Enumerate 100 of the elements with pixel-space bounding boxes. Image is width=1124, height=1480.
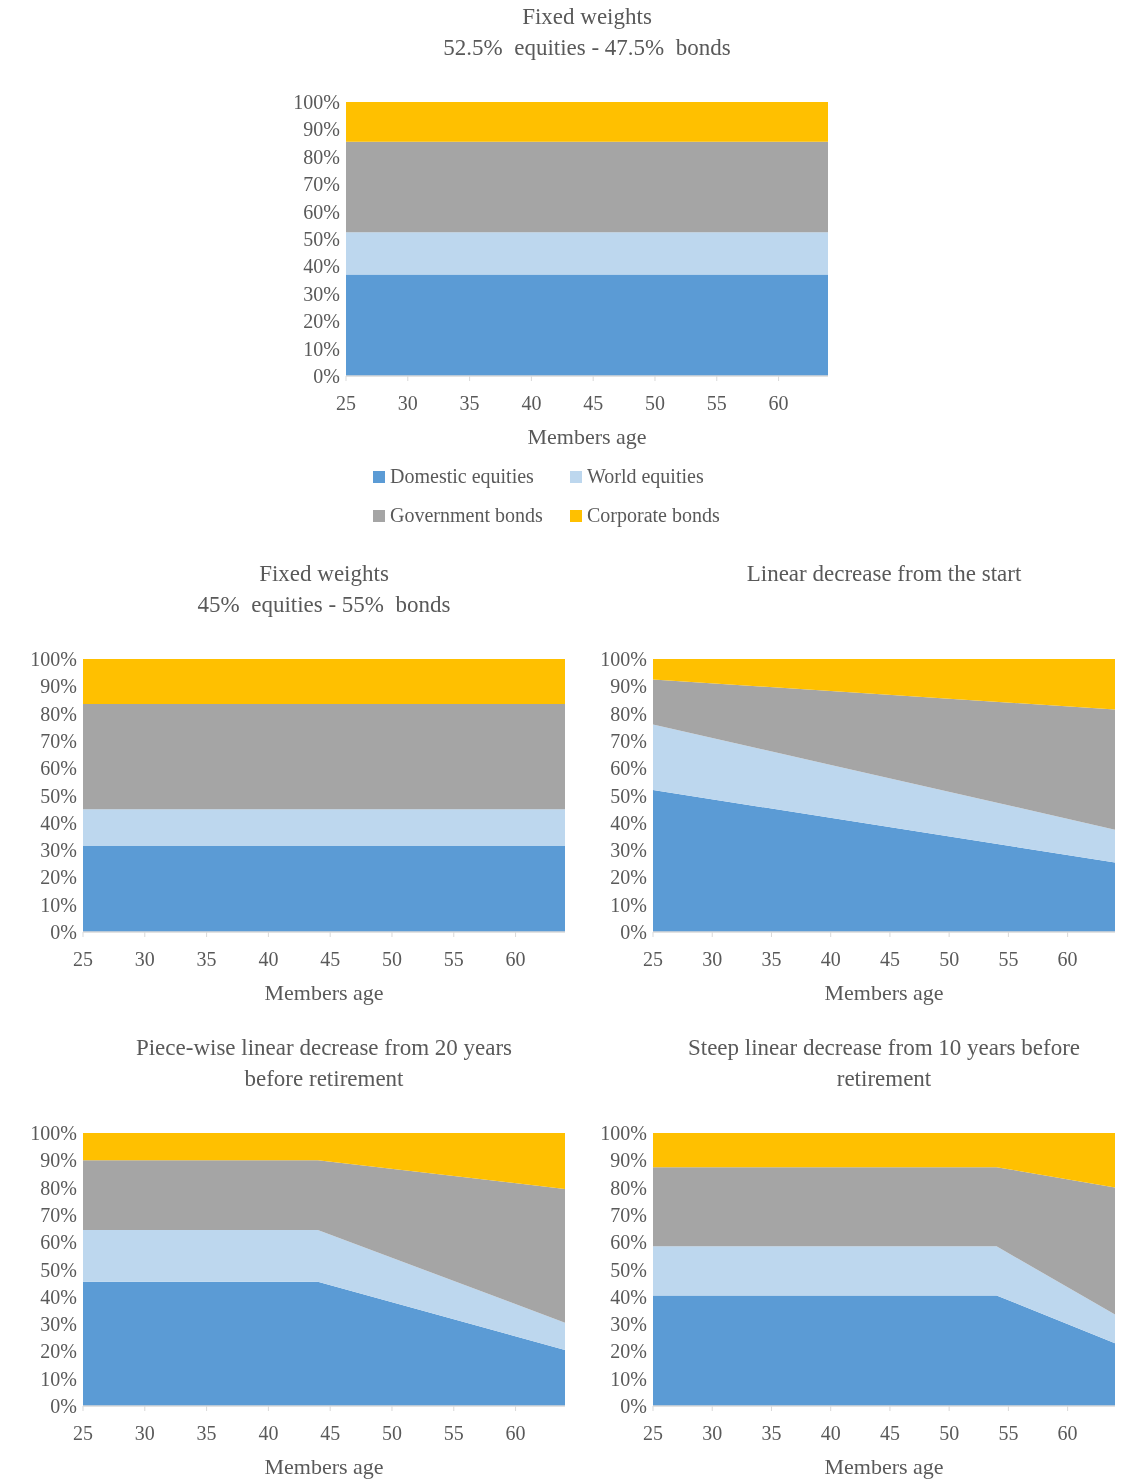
y-tick-label: 90% xyxy=(40,1149,77,1172)
x-tick-label: 60 xyxy=(768,392,789,414)
x-tick-label: 55 xyxy=(998,1422,1019,1444)
x-axis-title: Members age xyxy=(824,980,944,1005)
y-tick-label: 100% xyxy=(600,648,647,670)
legend-label: Domestic equities xyxy=(390,465,535,488)
x-tick-label: 35 xyxy=(196,1422,217,1444)
x-tick-label: 50 xyxy=(381,948,402,970)
x-tick-label: 25 xyxy=(73,948,93,970)
x-tick-label: 30 xyxy=(702,1422,723,1444)
x-tick-label: 30 xyxy=(702,948,723,970)
y-tick-label: 0% xyxy=(620,1395,647,1417)
y-tick-label: 80% xyxy=(610,702,647,725)
y-tick-label: 50% xyxy=(40,1258,77,1281)
chart-title: Steep linear decrease from 10 years before retirement xyxy=(687,1035,1081,1091)
y-tick-label: 80% xyxy=(40,1176,77,1199)
x-tick-label: 35 xyxy=(196,948,217,970)
y-tick-label: 40% xyxy=(40,1285,77,1308)
y-tick-label: 70% xyxy=(303,173,340,196)
y-tick-label: 90% xyxy=(40,675,77,698)
x-tick-label: 40 xyxy=(258,1422,279,1444)
y-tick-label: 20% xyxy=(303,310,340,333)
y-tick-label: 80% xyxy=(303,145,340,168)
y-tick-label: 60% xyxy=(40,757,77,780)
y-tick-label: 40% xyxy=(40,811,77,834)
y-tick-label: 30% xyxy=(303,282,340,305)
y-tick-label: 30% xyxy=(40,839,77,862)
y-tick-label: 30% xyxy=(40,1313,77,1336)
chart-subtitle: 45% equities - 55% bonds xyxy=(197,592,451,617)
y-tick-label: 100% xyxy=(30,1122,77,1144)
y-tick-label: 90% xyxy=(303,118,340,141)
x-tick-label: 35 xyxy=(761,948,782,970)
y-tick-label: 100% xyxy=(30,648,77,670)
x-tick-label: 25 xyxy=(336,392,356,414)
x-tick-label: 35 xyxy=(761,1422,782,1444)
y-tick-label: 10% xyxy=(610,1367,647,1390)
y-tick-label: 60% xyxy=(610,757,647,780)
x-tick-label: 25 xyxy=(643,1422,663,1444)
legend-label: Corporate bonds xyxy=(587,504,720,527)
x-tick-label: 40 xyxy=(820,948,841,970)
y-tick-label: 100% xyxy=(600,1122,647,1144)
y-tick-label: 50% xyxy=(610,784,647,807)
y-tick-label: 40% xyxy=(610,1285,647,1308)
y-tick-label: 60% xyxy=(40,1231,77,1254)
y-tick-label: 50% xyxy=(40,784,77,807)
x-tick-label: 40 xyxy=(820,1422,841,1444)
y-tick-label: 70% xyxy=(40,1203,77,1226)
y-tick-label: 30% xyxy=(610,1313,647,1336)
y-tick-label: 90% xyxy=(610,675,647,698)
x-tick-label: 30 xyxy=(134,948,155,970)
x-tick-label: 45 xyxy=(320,1422,341,1444)
x-tick-label: 55 xyxy=(443,1422,464,1444)
chart-title: Piece-wise linear decrease from 20 years before retirement xyxy=(135,1035,513,1091)
x-tick-label: 45 xyxy=(879,948,900,970)
x-tick-label: 25 xyxy=(643,948,663,970)
x-tick-label: 25 xyxy=(73,1422,93,1444)
legend-label: Government bonds xyxy=(390,504,543,526)
x-tick-label: 55 xyxy=(706,392,727,414)
legend-label: World equities xyxy=(587,465,704,488)
y-tick-label: 40% xyxy=(610,811,647,834)
x-tick-label: 50 xyxy=(939,1422,960,1444)
x-axis-title: Members age xyxy=(264,1454,384,1479)
y-tick-label: 80% xyxy=(610,1176,647,1199)
x-axis-title: Members age xyxy=(264,980,384,1005)
y-tick-label: 50% xyxy=(303,228,340,250)
x-axis-title: Members age xyxy=(824,1454,944,1479)
x-tick-label: 45 xyxy=(583,392,604,414)
x-tick-label: 40 xyxy=(521,392,542,414)
x-tick-label: 60 xyxy=(1057,948,1078,970)
chart-title: Linear decrease from the start xyxy=(746,561,1022,586)
x-tick-label: 45 xyxy=(320,948,341,970)
y-tick-label: 70% xyxy=(40,729,77,752)
y-tick-label: 40% xyxy=(303,255,340,278)
y-tick-label: 90% xyxy=(610,1149,647,1172)
x-tick-label: 60 xyxy=(505,1422,526,1444)
x-tick-label: 50 xyxy=(381,1422,402,1444)
y-tick-label: 70% xyxy=(610,729,647,752)
y-tick-label: 20% xyxy=(610,1340,647,1363)
y-tick-label: 10% xyxy=(303,337,340,360)
y-tick-label: 10% xyxy=(610,893,647,916)
x-tick-label: 45 xyxy=(879,1422,900,1444)
y-tick-label: 10% xyxy=(40,1367,77,1390)
x-tick-label: 55 xyxy=(998,948,1019,970)
x-tick-label: 60 xyxy=(505,948,526,970)
y-tick-label: 10% xyxy=(40,893,77,916)
x-tick-label: 35 xyxy=(459,392,480,414)
y-tick-label: 0% xyxy=(620,921,647,943)
y-tick-label: 20% xyxy=(40,1340,77,1363)
y-tick-label: 0% xyxy=(50,1395,77,1417)
y-tick-label: 20% xyxy=(610,866,647,889)
chart-subtitle: 52.5% equities - 47.5% bonds xyxy=(443,35,731,60)
chart-title: Fixed weights xyxy=(522,4,652,29)
y-tick-label: 0% xyxy=(313,365,340,387)
y-tick-label: 60% xyxy=(610,1231,647,1254)
y-tick-label: 30% xyxy=(610,839,647,862)
chart-title: Fixed weights xyxy=(259,561,389,586)
y-tick-label: 50% xyxy=(610,1258,647,1281)
x-tick-label: 50 xyxy=(644,392,665,414)
y-tick-label: 60% xyxy=(303,200,340,223)
x-tick-label: 40 xyxy=(258,948,279,970)
